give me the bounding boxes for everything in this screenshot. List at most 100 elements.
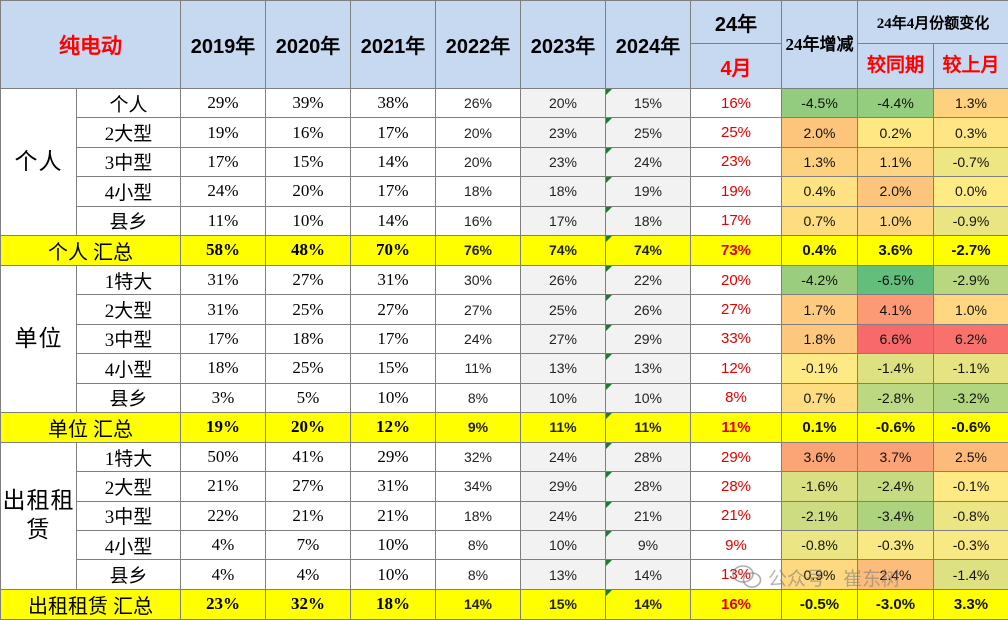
year-value: 29% bbox=[181, 89, 266, 118]
year-value: 22% bbox=[181, 501, 266, 530]
april-value: 21% bbox=[691, 501, 782, 530]
year-value: 17% bbox=[521, 206, 606, 235]
year-value: 8% bbox=[436, 383, 521, 412]
summary-year-value: 11% bbox=[521, 412, 606, 442]
mom-value: -1.1% bbox=[934, 354, 1008, 383]
row-label: 4小型 bbox=[77, 354, 181, 383]
mom-value: -0.1% bbox=[934, 472, 1008, 501]
row-label: 2大型 bbox=[77, 118, 181, 147]
mom-value: -3.2% bbox=[934, 383, 1008, 412]
year-value: 14% bbox=[351, 206, 436, 235]
year-value: 24% bbox=[181, 177, 266, 206]
summary-yoy-value: -3.0% bbox=[858, 589, 934, 619]
change-24-header: 24年增减 bbox=[782, 1, 858, 89]
summary-april-value: 73% bbox=[691, 235, 782, 265]
year-value: 29% bbox=[606, 324, 691, 353]
year-value: 4% bbox=[181, 560, 266, 589]
year-value: 27% bbox=[266, 472, 351, 501]
year-value: 10% bbox=[351, 531, 436, 560]
mom-value: 0.0% bbox=[934, 177, 1008, 206]
year-value: 9% bbox=[606, 531, 691, 560]
year-value: 10% bbox=[351, 560, 436, 589]
year-value: 20% bbox=[436, 147, 521, 176]
change-24-value: 0.4% bbox=[782, 177, 858, 206]
year-value: 11% bbox=[181, 206, 266, 235]
year-value: 24% bbox=[521, 501, 606, 530]
change-24-value: 0.9% bbox=[782, 560, 858, 589]
year-value: 21% bbox=[351, 501, 436, 530]
row-label: 个人 bbox=[77, 89, 181, 118]
yoy-value: -6.5% bbox=[858, 265, 934, 294]
summary-year-value: 12% bbox=[351, 412, 436, 442]
summary-year-value: 14% bbox=[436, 589, 521, 619]
change-24-value: -0.8% bbox=[782, 531, 858, 560]
year-value: 15% bbox=[351, 354, 436, 383]
april-value: 19% bbox=[691, 177, 782, 206]
summary-year-value: 48% bbox=[266, 235, 351, 265]
row-label: 1特大 bbox=[77, 442, 181, 471]
april-value: 8% bbox=[691, 383, 782, 412]
summary-year-value: 20% bbox=[266, 412, 351, 442]
year-value: 4% bbox=[266, 560, 351, 589]
mom-value: -0.8% bbox=[934, 501, 1008, 530]
year-value: 17% bbox=[181, 147, 266, 176]
summary-year-value: 70% bbox=[351, 235, 436, 265]
year-value: 26% bbox=[436, 89, 521, 118]
year-value: 16% bbox=[266, 118, 351, 147]
mom-value: -2.9% bbox=[934, 265, 1008, 294]
year-header: 2024年 bbox=[606, 1, 691, 89]
april-value: 33% bbox=[691, 324, 782, 353]
group-label: 单位 bbox=[1, 265, 77, 412]
year-value: 14% bbox=[351, 147, 436, 176]
year-value: 10% bbox=[521, 383, 606, 412]
year-value: 19% bbox=[606, 177, 691, 206]
year-value: 10% bbox=[521, 531, 606, 560]
mom-value: -0.9% bbox=[934, 206, 1008, 235]
yoy-value: -2.4% bbox=[858, 472, 934, 501]
yoy-value: -0.3% bbox=[858, 531, 934, 560]
summary-mom-value: 3.3% bbox=[934, 589, 1008, 619]
april-value: 13% bbox=[691, 560, 782, 589]
year-value: 10% bbox=[606, 383, 691, 412]
summary-year-value: 19% bbox=[181, 412, 266, 442]
april-value: 16% bbox=[691, 89, 782, 118]
summary-year-value: 32% bbox=[266, 589, 351, 619]
summary-year-value: 76% bbox=[436, 235, 521, 265]
mom-value: -1.4% bbox=[934, 560, 1008, 589]
year-header: 2019年 bbox=[181, 1, 266, 89]
year-value: 24% bbox=[606, 147, 691, 176]
year-value: 22% bbox=[606, 265, 691, 294]
year-value: 13% bbox=[521, 354, 606, 383]
year-value: 31% bbox=[181, 265, 266, 294]
year-value: 18% bbox=[436, 177, 521, 206]
year-value: 30% bbox=[436, 265, 521, 294]
row-label: 3中型 bbox=[77, 501, 181, 530]
row-label: 4小型 bbox=[77, 177, 181, 206]
year-value: 29% bbox=[521, 472, 606, 501]
change-24-value: 0.7% bbox=[782, 383, 858, 412]
yoy-value: 2.4% bbox=[858, 560, 934, 589]
year-value: 17% bbox=[351, 118, 436, 147]
year-value: 29% bbox=[351, 442, 436, 471]
change-24-value: -2.1% bbox=[782, 501, 858, 530]
row-label: 县乡 bbox=[77, 560, 181, 589]
year-value: 8% bbox=[436, 531, 521, 560]
summary-year-value: 9% bbox=[436, 412, 521, 442]
summary-year-value: 15% bbox=[521, 589, 606, 619]
year-value: 26% bbox=[606, 295, 691, 324]
year-value: 25% bbox=[266, 354, 351, 383]
change-24-value: -1.6% bbox=[782, 472, 858, 501]
april-value: 29% bbox=[691, 442, 782, 471]
summary-april-value: 16% bbox=[691, 589, 782, 619]
year-value: 25% bbox=[606, 118, 691, 147]
